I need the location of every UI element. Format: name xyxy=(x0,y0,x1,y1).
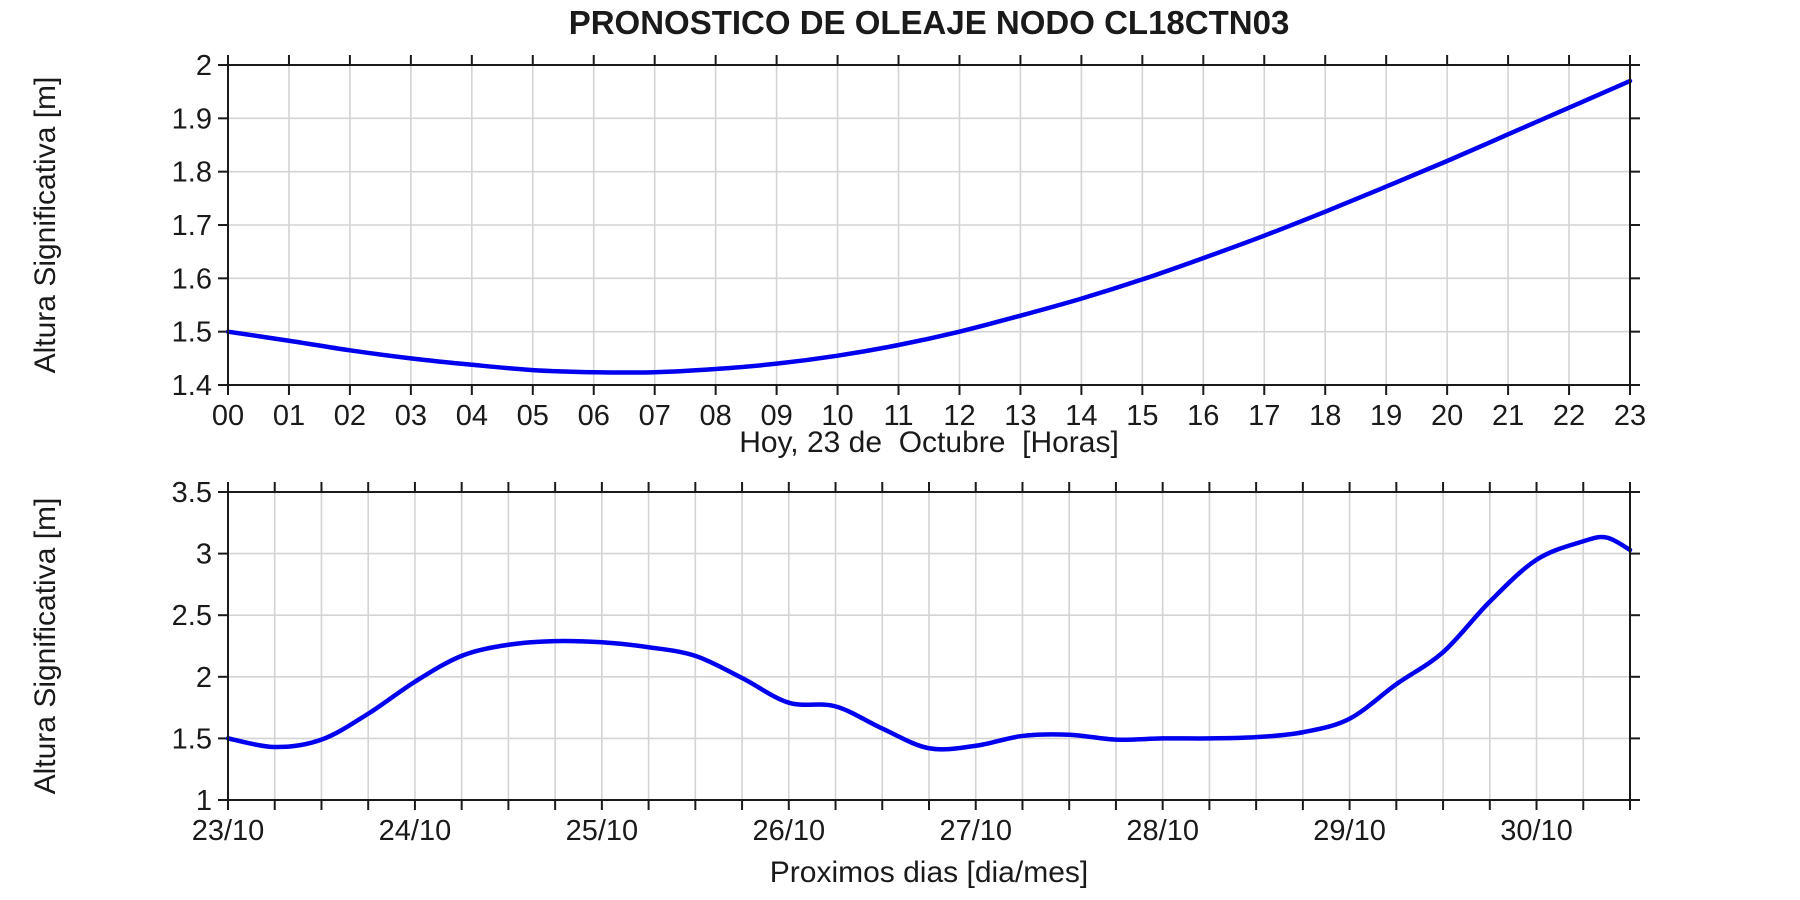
svg-text:29/10: 29/10 xyxy=(1313,815,1386,847)
svg-text:1.5: 1.5 xyxy=(172,723,212,755)
svg-text:1.8: 1.8 xyxy=(172,157,212,189)
top-y-axis-label: Altura Significativa [m] xyxy=(29,76,62,374)
svg-text:1.5: 1.5 xyxy=(172,317,212,349)
svg-text:02: 02 xyxy=(334,400,366,432)
grid xyxy=(228,492,1630,800)
axis-ticks xyxy=(218,55,1640,395)
svg-text:26/10: 26/10 xyxy=(753,815,826,847)
svg-text:12: 12 xyxy=(943,400,975,432)
bottom-y-axis-label: Altura Significativa [m] xyxy=(29,497,62,795)
svg-text:1.9: 1.9 xyxy=(172,103,212,135)
svg-text:28/10: 28/10 xyxy=(1126,815,1199,847)
daily-forecast-plot: 1 1.5 2 2.5 3 3.5 23/10 24/10 25/10 26/10 27/10 28/… xyxy=(172,477,1640,847)
svg-text:19: 19 xyxy=(1370,400,1402,432)
svg-text:13: 13 xyxy=(1004,400,1036,432)
svg-text:17: 17 xyxy=(1248,400,1280,432)
svg-text:1.4: 1.4 xyxy=(172,370,212,402)
svg-text:21: 21 xyxy=(1492,400,1524,432)
svg-text:22: 22 xyxy=(1553,400,1585,432)
svg-text:16: 16 xyxy=(1187,400,1219,432)
svg-text:24/10: 24/10 xyxy=(379,815,452,847)
tick-labels: 1 1.5 2 2.5 3 3.5 23/10 24/10 25/10 26/10 27/10 28/… xyxy=(172,477,1573,847)
wave-height-curve xyxy=(225,534,1633,752)
svg-text:20: 20 xyxy=(1431,400,1463,432)
svg-text:27/10: 27/10 xyxy=(939,815,1012,847)
svg-text:11: 11 xyxy=(883,400,913,432)
svg-text:03: 03 xyxy=(395,400,427,432)
svg-text:06: 06 xyxy=(578,400,610,432)
svg-text:14: 14 xyxy=(1065,400,1097,432)
svg-text:1: 1 xyxy=(196,785,212,817)
svg-text:30/10: 30/10 xyxy=(1500,815,1573,847)
wave-height-curve xyxy=(225,78,1633,375)
svg-text:09: 09 xyxy=(760,400,792,432)
svg-text:08: 08 xyxy=(700,400,732,432)
plot-box xyxy=(227,491,1631,801)
svg-text:04: 04 xyxy=(456,400,488,432)
svg-text:1.6: 1.6 xyxy=(172,263,212,295)
svg-text:2.5: 2.5 xyxy=(172,600,212,632)
svg-text:3: 3 xyxy=(196,539,212,571)
plot-box xyxy=(227,64,1631,386)
svg-text:01: 01 xyxy=(273,400,305,432)
svg-text:00: 00 xyxy=(212,400,244,432)
svg-text:23: 23 xyxy=(1614,400,1646,432)
svg-text:3.5: 3.5 xyxy=(172,477,212,509)
svg-text:1.7: 1.7 xyxy=(172,210,212,242)
svg-text:23/10: 23/10 xyxy=(192,815,265,847)
grid xyxy=(228,65,1630,385)
svg-text:07: 07 xyxy=(639,400,671,432)
svg-text:05: 05 xyxy=(517,400,549,432)
svg-text:2: 2 xyxy=(196,662,212,694)
svg-text:2: 2 xyxy=(196,50,212,82)
svg-text:10: 10 xyxy=(821,400,853,432)
top-x-axis-label: Hoy, 23 de Octubre [Horas] xyxy=(739,426,1119,459)
axis-ticks xyxy=(218,482,1640,810)
figure-title: PRONOSTICO DE OLEAJE NODO CL18CTN03 xyxy=(568,4,1290,41)
svg-text:25/10: 25/10 xyxy=(566,815,639,847)
svg-text:15: 15 xyxy=(1126,400,1158,432)
bottom-x-axis-label: Proximos dias [dia/mes] xyxy=(769,856,1089,889)
svg-text:18: 18 xyxy=(1309,400,1341,432)
